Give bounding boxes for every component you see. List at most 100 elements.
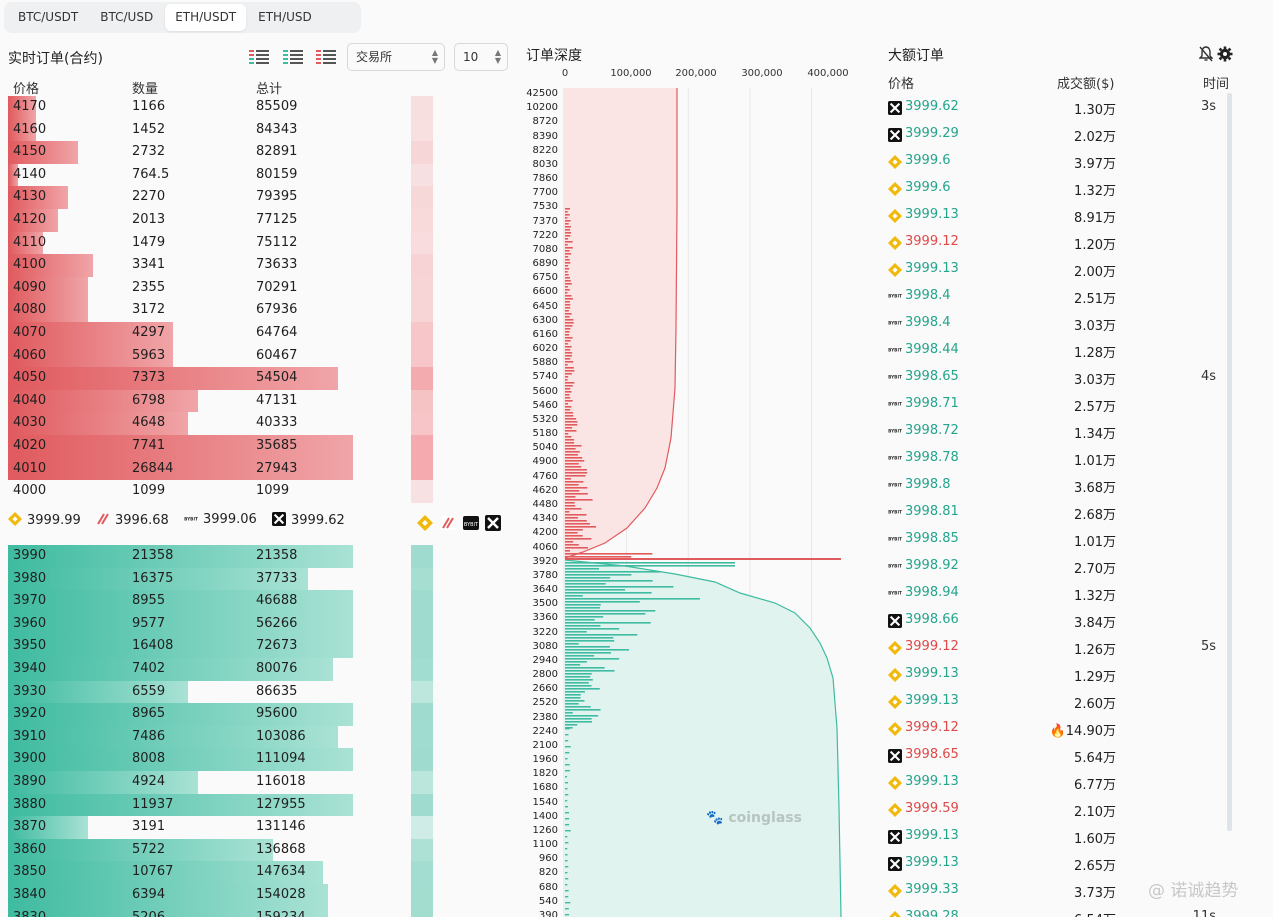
large-order-row[interactable]: BYBIT 3998.4 2.51万 bbox=[888, 286, 1228, 313]
large-order-row[interactable]: 3999.6 1.32万 bbox=[888, 178, 1228, 205]
large-order-row[interactable]: BYBIT 3998.8 3.68万 bbox=[888, 475, 1228, 502]
large-order-row[interactable]: 3999.13 2.60万 bbox=[888, 691, 1228, 718]
ask-level-bar bbox=[565, 502, 575, 504]
large-order-row[interactable]: 3999.12 🔥14.90万 bbox=[888, 718, 1228, 745]
large-order-row[interactable]: BYBIT 3998.44 1.28万 bbox=[888, 340, 1228, 367]
large-order-row[interactable]: BYBIT 3998.85 1.01万 bbox=[888, 529, 1228, 556]
svg-text:BYBIT: BYBIT bbox=[888, 591, 902, 597]
bid-level-bar bbox=[565, 619, 595, 621]
mute-bell-icon[interactable] bbox=[1199, 46, 1213, 62]
large-order-row[interactable]: BYBIT 3998.71 2.57万 bbox=[888, 394, 1228, 421]
large-order-row[interactable]: 3999.12 1.20万 bbox=[888, 232, 1228, 259]
ask-depth-bar bbox=[8, 435, 353, 458]
large-order-price: 3998.78 bbox=[905, 450, 959, 465]
large-order-amount: 1.34万 bbox=[1074, 427, 1116, 442]
depth-select[interactable]: 10 ▲ ▼ bbox=[454, 43, 508, 71]
ask-total: 80159 bbox=[256, 166, 298, 182]
large-order-amount: 3.68万 bbox=[1074, 481, 1116, 496]
ask-price: 4080 bbox=[13, 302, 47, 318]
ask-level-bar bbox=[565, 445, 582, 447]
bid-level-bar bbox=[565, 764, 570, 766]
tab-btc-usd[interactable]: BTC/USD bbox=[100, 10, 154, 24]
svg-text:BYBIT: BYBIT bbox=[888, 537, 902, 543]
tab-eth-usd[interactable]: ETH/USD bbox=[258, 10, 312, 24]
exchange-select[interactable]: 交易所 ▲ ▼ bbox=[347, 43, 445, 71]
bid-qty: 3191 bbox=[132, 819, 166, 835]
large-order-row[interactable]: 3998.65 5.64万 bbox=[888, 745, 1228, 772]
view-asks-icon[interactable] bbox=[315, 48, 337, 66]
ask-level-bar bbox=[565, 418, 577, 420]
large-order-row[interactable]: 3999.13 1.60万 bbox=[888, 826, 1228, 853]
bybit-icon: BYBIT bbox=[888, 452, 902, 466]
large-order-price: 3998.81 bbox=[905, 504, 959, 519]
large-order-amount: 3.73万 bbox=[1074, 886, 1116, 901]
large-order-row[interactable]: 3999.13 8.91万 bbox=[888, 205, 1228, 232]
large-order-row[interactable]: 3999.6 3.97万 bbox=[888, 151, 1228, 178]
large-order-amount: 3.97万 bbox=[1074, 157, 1116, 172]
tab-btc-usdt[interactable]: BTC/USDT bbox=[18, 10, 79, 24]
bid-level-bar bbox=[565, 709, 601, 711]
bid-mini-bar bbox=[411, 861, 433, 884]
bid-depth-bar bbox=[8, 612, 353, 636]
ask-price: 4160 bbox=[13, 121, 47, 137]
large-order-row[interactable]: 3999.29 2.02万 bbox=[888, 124, 1228, 151]
large-orders-scrollbar[interactable] bbox=[1227, 93, 1232, 831]
large-order-row[interactable]: BYBIT 3998.92 2.70万 bbox=[888, 556, 1228, 583]
bid-level-bar bbox=[565, 812, 569, 814]
large-order-row[interactable]: 3999.59 2.10万 bbox=[888, 799, 1228, 826]
depth-x-tick: 200,000 bbox=[675, 68, 717, 79]
depth-y-tick: 4760 bbox=[532, 470, 558, 482]
large-order-amount: 3.03万 bbox=[1074, 373, 1116, 388]
settings-gear-icon[interactable] bbox=[1217, 46, 1233, 62]
ask-price: 4060 bbox=[13, 347, 47, 363]
bid-total: 80076 bbox=[256, 661, 298, 676]
large-order-row[interactable]: BYBIT 3998.94 1.32万 bbox=[888, 583, 1228, 610]
large-order-row[interactable]: 3999.28 6.54万 11s bbox=[888, 907, 1228, 917]
bid-level-bar bbox=[565, 746, 571, 748]
large-order-row[interactable]: BYBIT 3998.4 3.03万 bbox=[888, 313, 1228, 340]
ask-level-bar bbox=[565, 304, 571, 306]
exchange-price-2: BYBIT 3999.06 bbox=[184, 512, 257, 527]
bid-level-bar bbox=[565, 595, 583, 597]
large-order-row[interactable]: BYBIT 3998.72 1.34万 bbox=[888, 421, 1228, 448]
ask-qty: 26844 bbox=[132, 460, 174, 476]
depth-y-tick: 680 bbox=[538, 881, 558, 893]
bid-level-bar bbox=[565, 706, 591, 708]
ask-level-bar bbox=[565, 397, 571, 399]
view-both-icon[interactable] bbox=[248, 48, 270, 66]
ask-level-bar bbox=[565, 388, 571, 390]
ask-level-bar bbox=[565, 328, 571, 330]
large-order-row[interactable]: 3999.12 1.26万 5s bbox=[888, 637, 1228, 664]
bid-level-bar bbox=[565, 637, 614, 639]
large-order-row[interactable]: BYBIT 3998.65 3.03万 4s bbox=[888, 367, 1228, 394]
col-total: 总计 bbox=[256, 82, 283, 97]
bid-mini-bar bbox=[411, 612, 433, 636]
svg-text:BYBIT: BYBIT bbox=[888, 402, 902, 408]
ask-depth-bar bbox=[8, 163, 18, 187]
ask-level-bar bbox=[565, 322, 574, 324]
large-order-row[interactable]: 3999.13 6.77万 bbox=[888, 772, 1228, 799]
exchange-filter-icons[interactable]: BYBIT bbox=[417, 514, 503, 532]
large-order-amount: 3.84万 bbox=[1074, 616, 1116, 631]
large-order-row[interactable]: 3999.62 1.30万 3s bbox=[888, 97, 1228, 124]
bid-total: 95600 bbox=[256, 706, 298, 722]
depth-y-tick: 4060 bbox=[532, 541, 558, 553]
large-order-row[interactable]: 3999.13 2.00万 bbox=[888, 259, 1228, 286]
bid-level-bar bbox=[565, 667, 605, 669]
large-order-row[interactable]: BYBIT 3998.81 2.68万 bbox=[888, 502, 1228, 529]
ask-mini-bar bbox=[411, 118, 433, 142]
depth-y-tick: 820 bbox=[538, 867, 558, 879]
large-order-row[interactable]: 3999.13 2.65万 bbox=[888, 853, 1228, 880]
bid-total: 136868 bbox=[256, 841, 306, 857]
ask-price: 4050 bbox=[13, 370, 47, 386]
large-order-row[interactable]: 3999.33 3.73万 bbox=[888, 880, 1228, 907]
bybit-icon: BYBIT bbox=[888, 533, 902, 547]
bid-price: 3890 bbox=[13, 774, 47, 789]
depth-y-tick: 5320 bbox=[532, 413, 558, 425]
depth-x-tick: 300,000 bbox=[741, 68, 783, 79]
large-order-row[interactable]: BYBIT 3998.78 1.01万 bbox=[888, 448, 1228, 475]
tab-eth-usdt[interactable]: ETH/USDT bbox=[165, 4, 247, 31]
large-order-row[interactable]: 3999.13 1.29万 bbox=[888, 664, 1228, 691]
view-bids-icon[interactable] bbox=[282, 48, 304, 66]
large-order-row[interactable]: 3998.66 3.84万 bbox=[888, 610, 1228, 637]
